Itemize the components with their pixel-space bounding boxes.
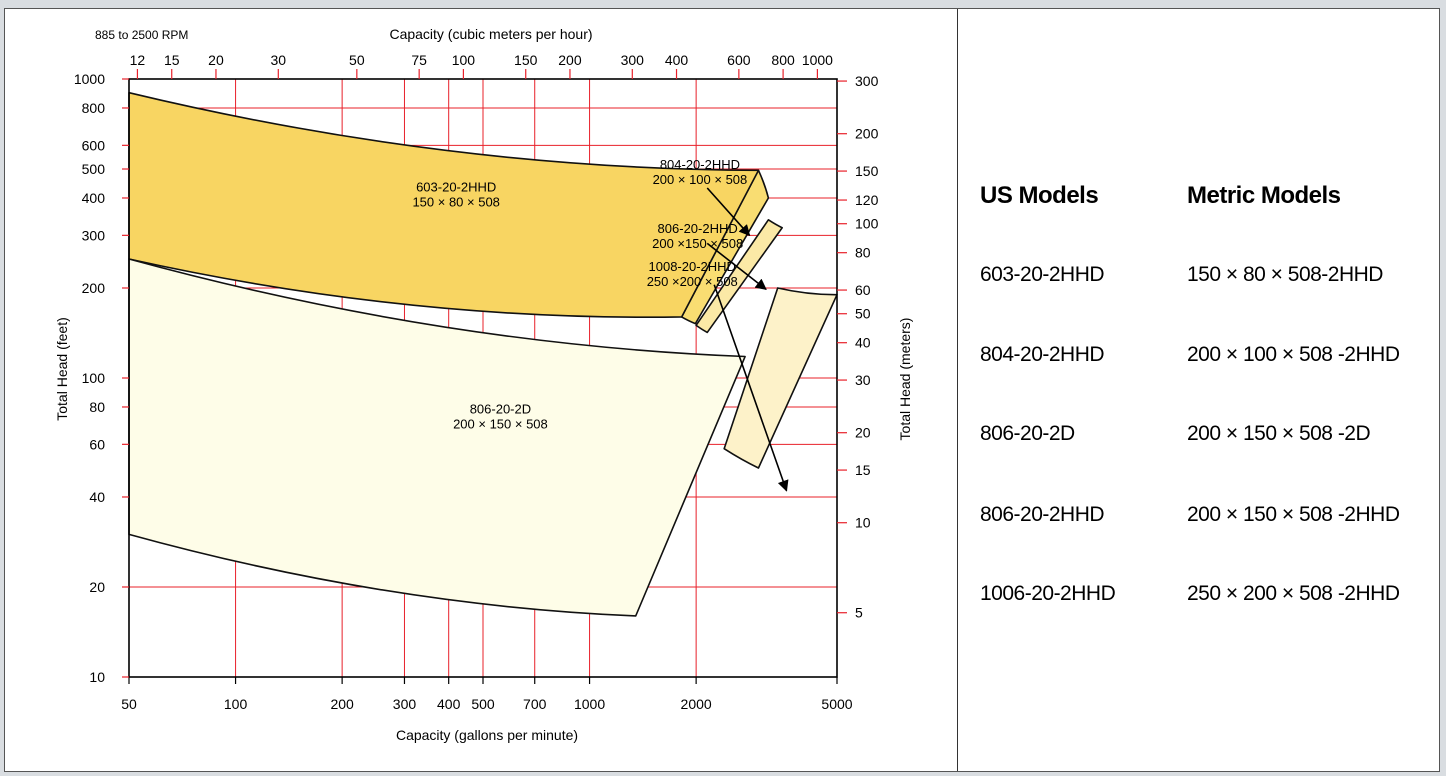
region-label-r603-1: 603-20-2HHD: [416, 180, 496, 195]
x2-tick-label-6: 100: [452, 52, 476, 68]
y-axis-title: Total Head (feet): [54, 317, 70, 421]
y2-tick-label-12: 200: [855, 126, 879, 142]
y-tick-label-7: 300: [82, 227, 106, 243]
x2-tick-label-1: 15: [164, 52, 180, 68]
region-label-r806d-2: 200 × 150 × 508: [453, 417, 548, 432]
y2-tick-label-7: 60: [855, 282, 871, 298]
x-tick-label-6: 700: [523, 696, 547, 712]
y-tick-label-4: 80: [89, 399, 105, 415]
y-tick-label-9: 500: [82, 161, 106, 177]
figure-frame: 1008-20-2HHD 250 ×200 × 508 806-20-2HHD 200…: [4, 8, 1440, 772]
y-tick-label-8: 400: [82, 190, 106, 206]
y2-tick-label-13: 300: [855, 73, 879, 89]
x-tick-label-5: 500: [471, 696, 495, 712]
x2-tick-label-7: 150: [514, 52, 538, 68]
table-row-1-metric: 150 × 80 × 508-2HHD: [1187, 263, 1383, 286]
y2-axis-title: Total Head (meters): [897, 318, 913, 441]
region-label-r1008-2: 250 ×200 × 508: [647, 274, 738, 289]
y2-tick-label-10: 120: [855, 192, 879, 208]
table-row-5-us: 1006-20-2HHD: [980, 582, 1116, 605]
y2-tick-label-8: 80: [855, 245, 871, 261]
region-label-r804-2: 200 × 100 × 508: [653, 172, 748, 187]
y-tick-label-1: 20: [89, 579, 105, 595]
y2-tick-label-1: 10: [855, 515, 871, 531]
table-row-2-us: 804-20-2HHD: [980, 343, 1105, 366]
region-arrow-r1008: [713, 284, 789, 492]
y-tick-label-10: 600: [82, 137, 106, 153]
y-tick-label-3: 60: [89, 436, 105, 452]
x-tick-label-9: 5000: [821, 696, 852, 712]
x2-tick-label-5: 75: [411, 52, 427, 68]
x-tick-label-4: 400: [437, 696, 461, 712]
region-r1008: [723, 287, 838, 469]
y2-tick-label-0: 5: [855, 605, 863, 621]
x2-tick-label-8: 200: [558, 52, 582, 68]
x-axis-title: Capacity (gallons per minute): [396, 727, 578, 743]
x2-tick-label-11: 600: [727, 52, 751, 68]
x2-tick-label-4: 50: [349, 52, 365, 68]
y-tick-label-6: 200: [82, 280, 106, 296]
region-r603: [128, 91, 760, 319]
chart-subtitle: 885 to 2500 RPM: [95, 28, 188, 42]
region-label-r1008-1: 1008-20-2HHD: [649, 259, 736, 274]
table-row-4-us: 806-20-2HHD: [980, 503, 1105, 526]
y2-tick-label-5: 40: [855, 335, 871, 351]
table-row-3-metric: 200 × 150 × 508 -2D: [1187, 422, 1371, 445]
y2-tick-label-6: 50: [855, 306, 871, 322]
pump-coverage-chart: 1008-20-2HHD 250 ×200 × 508 806-20-2HHD 200…: [5, 9, 957, 771]
metric-models-header: Metric Models: [1187, 182, 1341, 209]
region-r806hhd: [695, 219, 783, 334]
y2-tick-label-9: 100: [855, 216, 879, 232]
region-label-r806hhd-1: 806-20-2HHD: [658, 221, 738, 236]
us-models-header: US Models: [980, 182, 1099, 209]
x-tick-label-7: 1000: [574, 696, 605, 712]
y-tick-label-0: 10: [89, 669, 105, 685]
x-tick-label-2: 200: [330, 696, 354, 712]
table-row-5-metric: 250 × 200 × 508 -2HHD: [1187, 582, 1400, 605]
table-row-2-metric: 200 × 100 × 508 -2HHD: [1187, 343, 1400, 366]
table-row-1-us: 603-20-2HHD: [980, 263, 1105, 286]
table-row-4-metric: 200 × 150 × 508 -2HHD: [1187, 503, 1400, 526]
table-row-3-us: 806-20-2D: [980, 422, 1075, 445]
y2-tick-label-11: 150: [855, 163, 879, 179]
region-label-r603-2: 150 × 80 × 508: [412, 195, 499, 210]
y-tick-label-11: 800: [82, 100, 106, 116]
region-label-r804-1: 804-20-2HHD: [660, 157, 740, 172]
y-tick-label-12: 1000: [74, 71, 105, 87]
y-tick-label-2: 40: [89, 489, 105, 505]
panel-divider: [957, 9, 958, 771]
region-label-r806hhd-2: 200 ×150 × 508: [652, 236, 743, 251]
region-arrow-r804: [706, 187, 751, 237]
y2-tick-label-2: 15: [855, 462, 871, 478]
x-tick-label-3: 300: [393, 696, 417, 712]
x2-tick-label-3: 30: [271, 52, 287, 68]
x-tick-label-8: 2000: [681, 696, 712, 712]
x2-tick-label-12: 800: [771, 52, 795, 68]
region-r804: [680, 169, 770, 325]
y2-tick-label-4: 30: [855, 372, 871, 388]
region-arrow-r806hhd: [706, 242, 767, 290]
x2-tick-label-10: 400: [665, 52, 689, 68]
x2-axis-title: Capacity (cubic meters per hour): [389, 26, 592, 42]
x2-tick-label-13: 1000: [802, 52, 833, 68]
x-tick-label-0: 50: [121, 696, 137, 712]
region-r806d: [128, 258, 746, 617]
models-table: US Models Metric Models 603-20-2HHD 150 …: [958, 9, 1439, 771]
x2-tick-label-9: 300: [621, 52, 645, 68]
x2-tick-label-0: 12: [130, 52, 146, 68]
y-tick-label-5: 100: [82, 370, 106, 386]
region-label-r806d-1: 806-20-2D: [470, 402, 531, 417]
x2-tick-label-2: 20: [208, 52, 224, 68]
x-tick-label-1: 100: [224, 696, 248, 712]
y2-tick-label-3: 20: [855, 425, 871, 441]
